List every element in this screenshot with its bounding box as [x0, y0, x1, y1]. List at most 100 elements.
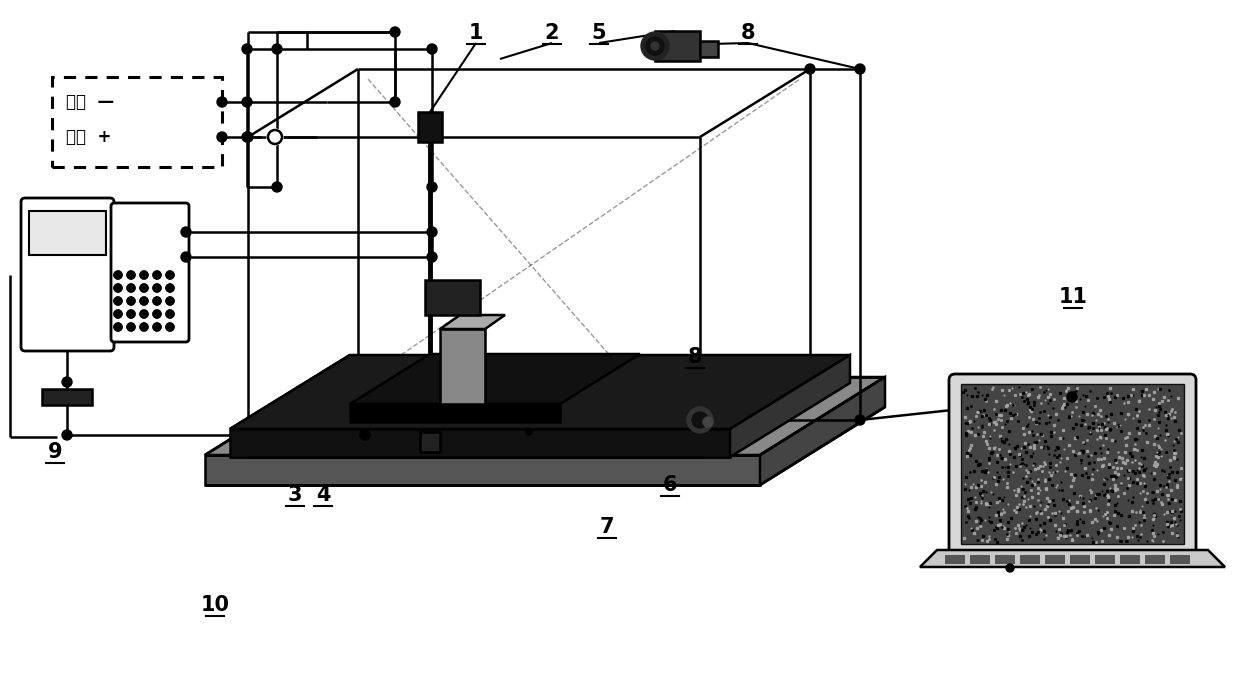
Circle shape [427, 44, 437, 54]
Text: 1: 1 [468, 23, 483, 43]
Circle shape [62, 430, 72, 440]
Circle shape [114, 284, 121, 292]
FancyBboxPatch shape [21, 198, 114, 351]
Polygon shape [700, 41, 717, 57]
Circle shape [427, 252, 437, 262]
Polygon shape [440, 315, 506, 329]
Circle shape [128, 310, 135, 318]
Circle shape [140, 323, 147, 331]
Circle shape [166, 284, 173, 292]
Circle shape [152, 323, 161, 331]
FancyBboxPatch shape [1070, 555, 1090, 564]
Circle shape [152, 271, 161, 279]
Circle shape [140, 297, 147, 305]
Circle shape [140, 323, 147, 331]
Text: 8: 8 [688, 347, 703, 367]
Text: 7: 7 [600, 517, 615, 537]
Circle shape [166, 271, 173, 279]
Circle shape [243, 132, 253, 142]
Circle shape [181, 252, 191, 262]
Circle shape [114, 271, 121, 279]
Circle shape [266, 129, 282, 145]
FancyBboxPatch shape [961, 384, 1184, 544]
Circle shape [152, 323, 161, 331]
Polygon shape [204, 455, 760, 485]
Circle shape [152, 284, 161, 292]
Circle shape [140, 310, 147, 318]
Text: 11: 11 [1058, 287, 1088, 307]
Circle shape [114, 297, 121, 305]
Circle shape [114, 297, 121, 305]
Polygon shape [349, 404, 560, 422]
Circle shape [128, 271, 135, 279]
FancyBboxPatch shape [1020, 555, 1040, 564]
Circle shape [152, 271, 161, 279]
Polygon shape [425, 280, 479, 315]
Circle shape [166, 284, 173, 292]
Polygon shape [418, 112, 442, 142]
Circle shape [217, 132, 227, 142]
Circle shape [242, 97, 252, 107]
Circle shape [140, 310, 147, 318]
Circle shape [242, 132, 252, 142]
Circle shape [128, 323, 135, 331]
Circle shape [128, 284, 135, 292]
Circle shape [361, 430, 370, 440]
Circle shape [140, 271, 147, 279]
Circle shape [152, 284, 161, 292]
FancyBboxPatch shape [1044, 555, 1066, 564]
FancyBboxPatch shape [52, 77, 222, 167]
Circle shape [166, 297, 173, 305]
Text: 3: 3 [287, 485, 302, 505]
Circle shape [152, 297, 161, 305]
FancyBboxPatch shape [970, 555, 990, 564]
Circle shape [166, 297, 173, 305]
Circle shape [140, 271, 147, 279]
Polygon shape [921, 550, 1225, 567]
Circle shape [1006, 564, 1014, 572]
Circle shape [646, 37, 664, 55]
Circle shape [128, 271, 135, 279]
Circle shape [703, 417, 712, 427]
Circle shape [217, 97, 227, 107]
Circle shape [166, 323, 173, 331]
Text: 8: 8 [741, 23, 756, 43]
Circle shape [273, 44, 282, 54]
Circle shape [242, 44, 252, 54]
Polygon shape [349, 354, 641, 404]
Polygon shape [230, 355, 850, 429]
Circle shape [140, 297, 147, 305]
Circle shape [390, 27, 400, 37]
FancyBboxPatch shape [28, 211, 107, 255]
Circle shape [128, 310, 135, 318]
FancyBboxPatch shape [995, 555, 1015, 564]
FancyBboxPatch shape [1170, 555, 1189, 564]
Circle shape [650, 42, 659, 50]
Text: 5: 5 [592, 23, 606, 43]
Polygon shape [420, 432, 440, 452]
Circle shape [686, 407, 712, 433]
Circle shape [114, 310, 121, 318]
FancyBboxPatch shape [1095, 555, 1115, 564]
Text: 9: 9 [47, 442, 62, 462]
Circle shape [527, 429, 532, 435]
Text: 4: 4 [316, 485, 331, 505]
Circle shape [855, 415, 865, 425]
Circle shape [114, 323, 121, 331]
Circle shape [128, 297, 135, 305]
FancyBboxPatch shape [949, 374, 1196, 556]
Circle shape [140, 284, 147, 292]
Polygon shape [760, 377, 885, 485]
Polygon shape [655, 31, 700, 61]
Text: 2: 2 [545, 23, 559, 43]
Circle shape [427, 227, 437, 237]
Circle shape [166, 323, 173, 331]
FancyBboxPatch shape [1120, 555, 1140, 564]
FancyBboxPatch shape [1145, 555, 1165, 564]
Circle shape [273, 182, 282, 192]
Circle shape [693, 412, 707, 428]
Circle shape [390, 97, 400, 107]
Circle shape [114, 284, 121, 292]
Circle shape [114, 310, 121, 318]
FancyBboxPatch shape [945, 555, 965, 564]
